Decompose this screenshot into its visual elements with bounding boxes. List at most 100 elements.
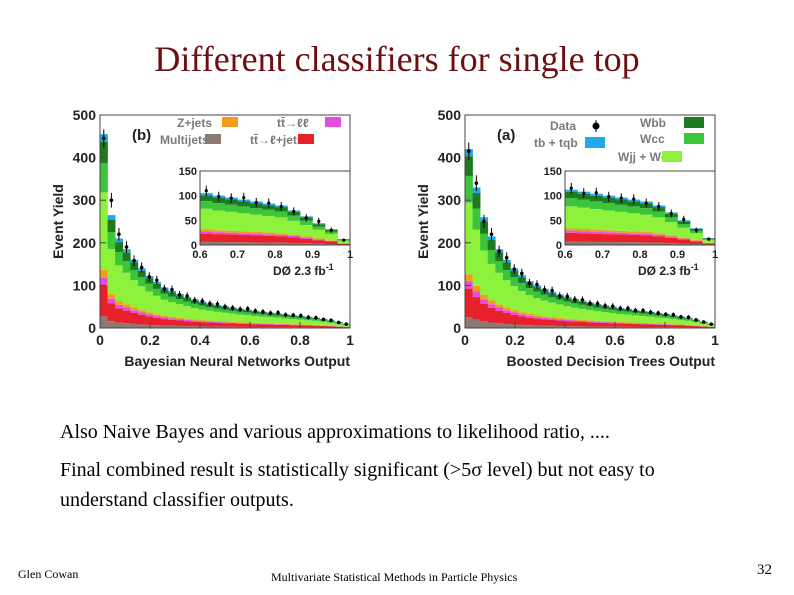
main-point-27 — [671, 312, 676, 317]
main-point-26 — [298, 313, 303, 318]
main-bar-4-1 — [495, 310, 504, 324]
main-bar-9-6 — [168, 292, 177, 297]
main-bar-8-3 — [160, 315, 169, 318]
main-bar-23-2 — [639, 323, 648, 325]
inset-bar-10-2 — [690, 240, 703, 242]
main-bar-24-1 — [281, 325, 290, 328]
main-point-3 — [124, 245, 129, 249]
main-bar-29-5 — [684, 319, 693, 321]
inset-bar-8-2 — [665, 236, 678, 238]
main-bar-6-2 — [145, 314, 154, 317]
main-bar-10-5 — [175, 299, 184, 305]
main-point-23 — [641, 308, 645, 313]
inset-bar-5-1 — [262, 235, 276, 243]
main-bar-11-2 — [548, 318, 557, 321]
main-bar-14-4 — [206, 310, 214, 321]
main-bar-14-0 — [571, 326, 579, 328]
main-bar-6-2 — [510, 312, 519, 315]
main-point-19 — [610, 304, 615, 309]
body-text-line1: Also Naive Bayes and various approximati… — [60, 421, 610, 443]
inset-bar-5-5 — [627, 206, 641, 214]
main-bar-20-4 — [251, 316, 260, 323]
main-point-8 — [162, 287, 167, 291]
main-bar-25-3 — [654, 323, 663, 325]
main-bar-8-1 — [525, 317, 534, 326]
main-bar-10-0 — [540, 325, 549, 328]
main-bar-8-0 — [525, 325, 534, 328]
inset-point-1 — [217, 195, 221, 199]
y-axis-label: Event Yield — [415, 184, 431, 259]
main-bar-5-0 — [502, 323, 511, 328]
x-tick-label: 0 — [96, 332, 104, 348]
main-bar-15-1 — [213, 322, 222, 327]
main-point-17 — [595, 301, 600, 306]
main-bar-17-4 — [228, 313, 237, 322]
main-point-18 — [603, 304, 607, 308]
main-bar-16-5 — [586, 306, 595, 311]
main-point-30 — [694, 318, 698, 322]
legend-label: Wjj + Wc — [618, 150, 668, 164]
main-bar-13-2 — [198, 321, 207, 323]
legend-label: Wbb — [640, 116, 666, 130]
main-bar-22-1 — [631, 324, 640, 327]
main-bar-5-3 — [137, 310, 146, 313]
main-bar-2-2 — [115, 304, 124, 309]
main-bar-2-3 — [480, 294, 489, 300]
y-tick-label: 200 — [73, 235, 97, 251]
main-bar-32-1 — [707, 327, 716, 328]
main-bar-2-4 — [480, 250, 489, 295]
inset-bar-0-4 — [200, 208, 213, 230]
main-bar-17-0 — [228, 326, 237, 328]
body-text-line2: Final combined result is statistically s… — [60, 455, 740, 515]
main-bar-11-2 — [183, 319, 192, 322]
main-bar-12-1 — [190, 321, 199, 327]
inset-bar-0-3 — [565, 228, 578, 231]
main-bar-2-0 — [480, 321, 489, 328]
main-bar-26-3 — [661, 323, 670, 325]
main-point-0 — [466, 149, 471, 154]
inset-x-tick-label: 0.6 — [557, 249, 572, 261]
inset-bar-5-2 — [627, 233, 641, 236]
main-bar-26-5 — [661, 316, 670, 319]
inset-bar-8-2 — [300, 237, 313, 239]
main-bar-4-0 — [130, 323, 139, 328]
main-bar-23-1 — [274, 324, 283, 328]
main-bar-28-4 — [312, 320, 320, 325]
main-bar-13-1 — [563, 321, 572, 327]
main-bar-23-3 — [274, 323, 283, 325]
main-point-6 — [147, 275, 152, 279]
main-bar-13-5 — [198, 305, 207, 310]
main-bar-0-4 — [100, 192, 108, 270]
inset-point-10 — [329, 228, 333, 232]
inset-y-tick-label: 0 — [191, 240, 197, 252]
main-bar-3-4 — [122, 272, 131, 305]
main-bar-14-5 — [206, 307, 214, 311]
inset-bar-6-3 — [640, 231, 653, 234]
main-bar-16-4 — [221, 312, 230, 322]
main-bar-27-3 — [669, 324, 678, 325]
inset-y-tick-label: 100 — [179, 191, 197, 203]
main-bar-29-1 — [319, 326, 328, 328]
inset-bar-0-6 — [565, 191, 578, 199]
main-point-10 — [177, 292, 182, 297]
inset-bar-5-1 — [627, 235, 641, 243]
main-bar-5-6 — [502, 262, 511, 271]
main-bar-7-4 — [518, 291, 526, 313]
main-point-15 — [215, 302, 220, 306]
main-bar-21-4 — [624, 314, 632, 323]
main-bar-14-4 — [571, 307, 579, 320]
main-bar-19-2 — [243, 323, 252, 324]
inset-bar-5-2 — [262, 234, 276, 236]
inset-point-4 — [254, 200, 258, 205]
main-bar-20-0 — [616, 326, 625, 328]
main-point-21 — [261, 310, 265, 314]
inset-point-0 — [569, 186, 573, 190]
main-bar-24-3 — [281, 323, 290, 325]
main-point-5 — [504, 255, 509, 260]
main-point-17 — [230, 306, 235, 310]
main-bar-24-4 — [281, 318, 290, 324]
main-point-24 — [283, 312, 288, 317]
main-bar-9-5 — [533, 291, 542, 299]
main-bar-22-2 — [631, 323, 640, 325]
